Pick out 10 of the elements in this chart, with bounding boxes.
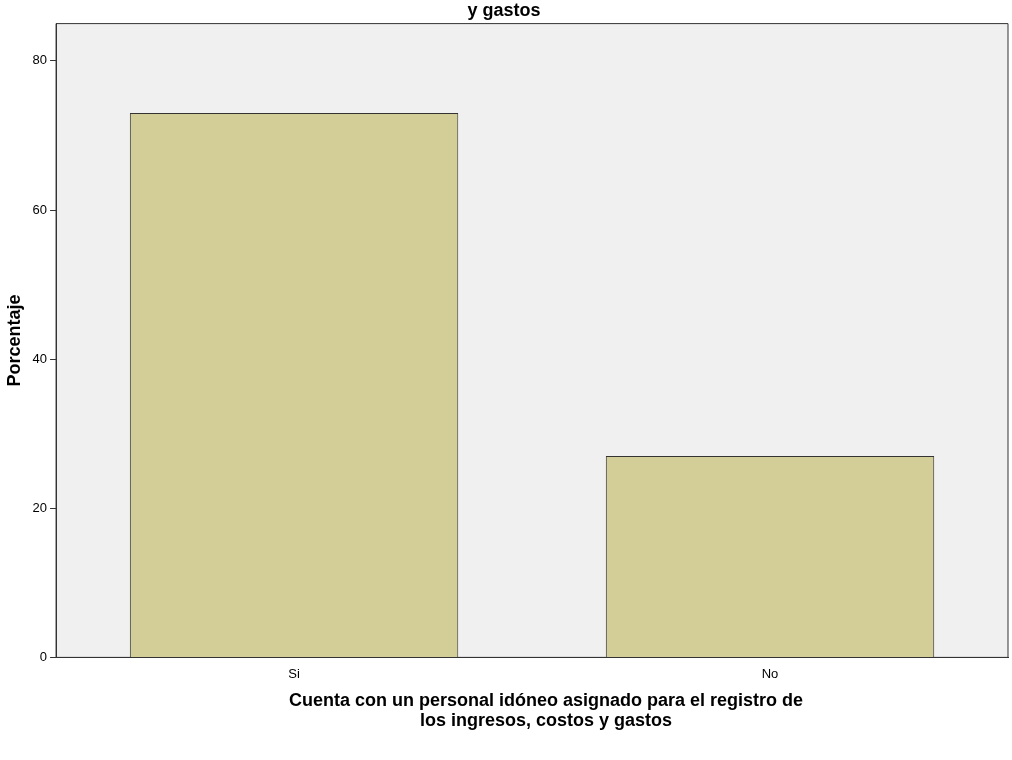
y-tick-label: 60 (32, 201, 48, 217)
x-tick-label: No (761, 665, 779, 681)
chart-title: y gastos (467, 0, 541, 20)
y-tick-label: 20 (32, 499, 48, 515)
y-axis-title: Porcentaje (3, 294, 24, 387)
y-tick-label: 80 (32, 52, 48, 68)
y-tick-label: 0 (39, 648, 48, 664)
x-tick-label: Si (288, 665, 300, 681)
x-axis-title: Cuenta con un personal idóneo asignado para el registro de los ingresos, costos y gastos (287, 690, 805, 730)
y-tick-label: 40 (32, 350, 48, 366)
